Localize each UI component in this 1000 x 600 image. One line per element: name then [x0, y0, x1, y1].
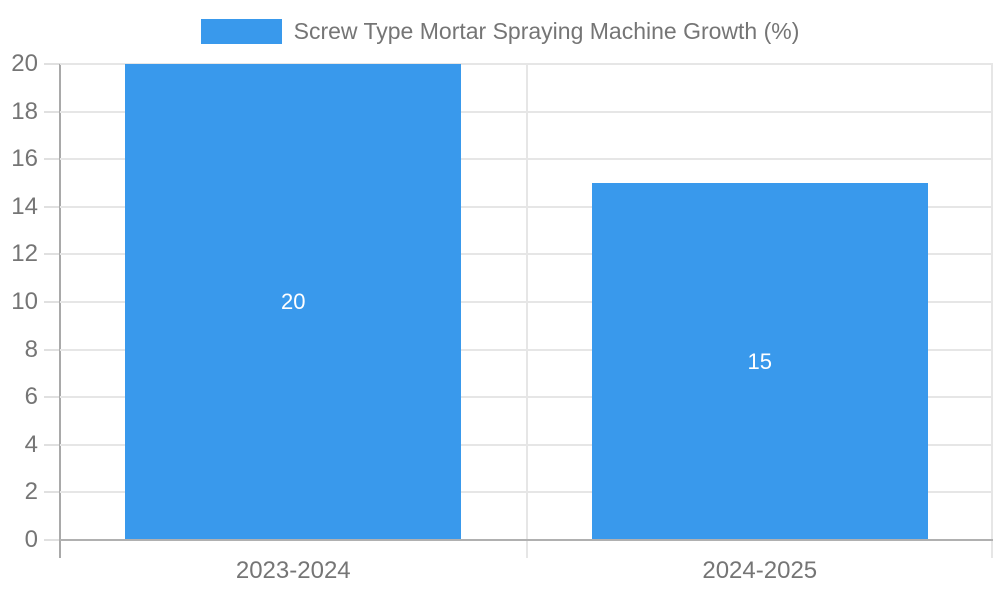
- y-tick-mark: [44, 491, 60, 494]
- y-tick-mark: [44, 539, 60, 541]
- plot-right-border-line: [991, 64, 993, 558]
- chart-legend[interactable]: Screw Type Mortar Spraying Machine Growt…: [0, 18, 1000, 45]
- y-tick-mark: [44, 301, 60, 303]
- y-tick-mark: [44, 110, 60, 113]
- bar-2023-2024[interactable]: 20: [125, 64, 462, 540]
- y-axis-tick-label: 10: [11, 288, 38, 315]
- y-axis-tick-label: 6: [24, 383, 38, 411]
- x-axis: 2023-2024 2024-2025: [60, 558, 993, 590]
- y-tick-mark: [44, 348, 60, 351]
- y-axis-line: [59, 64, 61, 558]
- x-axis-category-label: 2024-2025: [702, 557, 818, 584]
- y-axis-tick-label: 16: [11, 145, 38, 173]
- y-tick-mark: [44, 158, 60, 161]
- x-axis-category-label: 2023-2024: [235, 557, 351, 584]
- x-axis-line: [60, 539, 993, 541]
- legend-swatch-icon: [200, 19, 282, 44]
- y-tick-mark: [44, 443, 60, 446]
- y-axis-tick-label: 12: [11, 240, 38, 268]
- bar-value-label: 15: [747, 348, 772, 374]
- y-tick-mark: [44, 63, 60, 65]
- y-axis-tick-label: 18: [11, 97, 38, 125]
- y-tick-mark: [44, 396, 60, 399]
- bar-2024-2025[interactable]: 15: [591, 183, 928, 540]
- y-axis-tick-label: 2: [24, 478, 38, 506]
- y-tick-mark: [44, 205, 60, 208]
- bar-value-label: 20: [281, 289, 306, 314]
- y-tick-mark: [44, 253, 60, 256]
- y-axis-tick-label: 8: [24, 335, 38, 363]
- y-axis-tick-label: 14: [11, 192, 38, 220]
- y-axis: 0 2 4 6 8 10 12 14 16 18 20: [0, 50, 60, 553]
- y-axis-tick-label: 4: [24, 430, 38, 458]
- y-axis-tick-label: 0: [24, 526, 38, 553]
- category-divider-line: [525, 64, 528, 558]
- legend-label: Screw Type Mortar Spraying Machine Growt…: [293, 18, 800, 44]
- plot-area: 20 15: [60, 63, 993, 558]
- y-axis-tick-label: 20: [11, 50, 38, 77]
